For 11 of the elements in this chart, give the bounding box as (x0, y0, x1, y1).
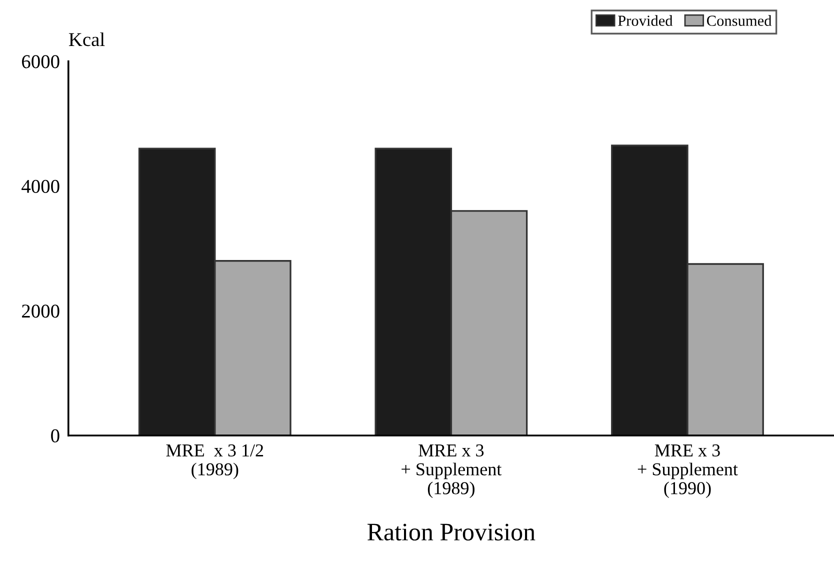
y-axis-title: Kcal (68, 32, 105, 46)
y-tick-label: 4000 (22, 180, 60, 193)
x-tick-label: MRE x 3 1/2 (1989) (166, 444, 264, 480)
y-tick-label: 2000 (22, 304, 60, 318)
x-tick-label: MRE x 3 + Supplement (1990) (638, 444, 738, 498)
y-tick-label: 6000 (22, 55, 60, 68)
x-axis-title: Ration Provision (368, 524, 536, 541)
y-tick-label: 0 (51, 429, 60, 442)
x-tick-label: MRE x 3 + Supplement (1989) (402, 444, 502, 498)
legend-label: Consumed (707, 15, 772, 26)
legend-label: Provided (618, 15, 673, 26)
